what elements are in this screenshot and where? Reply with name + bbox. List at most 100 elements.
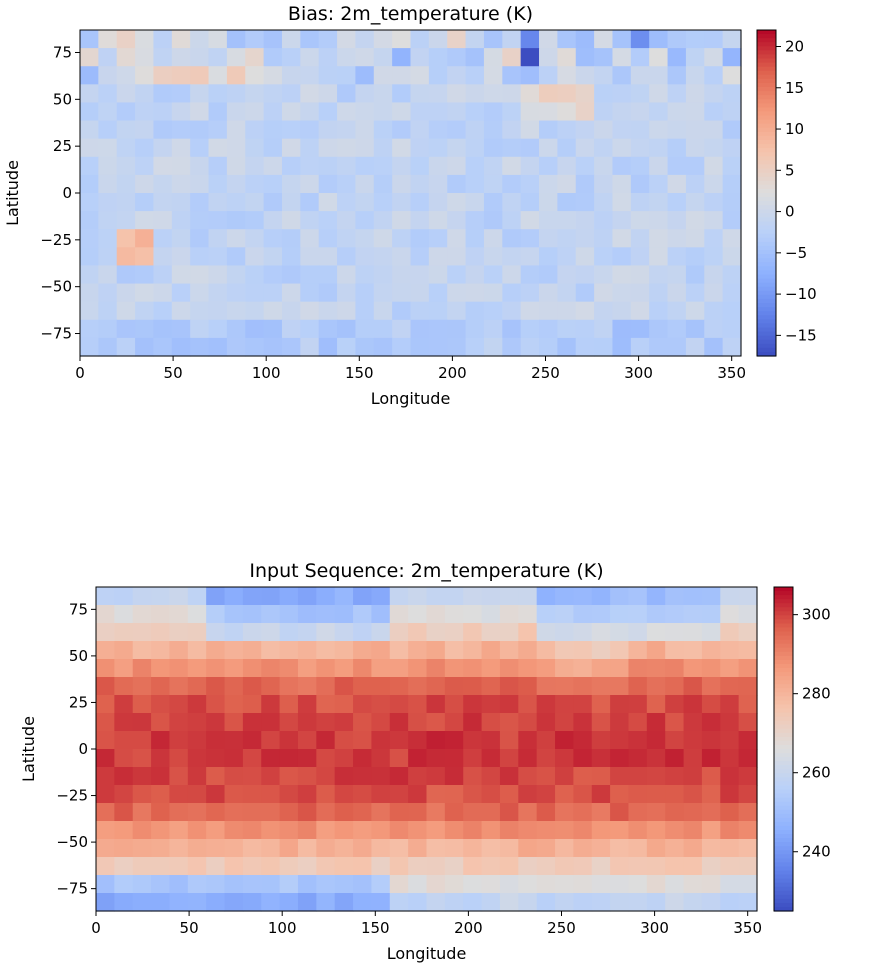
- heatmap-cell: [610, 695, 630, 714]
- heatmap-cell: [98, 120, 118, 140]
- heatmap-cell: [263, 156, 283, 176]
- heatmap-cell: [502, 66, 522, 85]
- heatmap-cell: [683, 893, 703, 912]
- colorbar-segment: [774, 906, 793, 912]
- heatmap-cell: [206, 713, 226, 732]
- heatmap-cell: [318, 30, 338, 49]
- heatmap-cell: [242, 821, 262, 840]
- heatmap-cell: [392, 120, 412, 140]
- heatmap-cell: [630, 229, 650, 248]
- heatmap-cell: [114, 605, 134, 624]
- heatmap-cell: [279, 803, 299, 822]
- y-tick-label: 50: [53, 90, 72, 108]
- heatmap-cell: [667, 48, 687, 67]
- heatmap-cell: [373, 120, 393, 140]
- heatmap-cell: [426, 605, 446, 624]
- heatmap-cell: [281, 211, 301, 230]
- heatmap-cell: [426, 659, 446, 678]
- heatmap-cell: [646, 731, 666, 750]
- colorbar-segment: [774, 651, 793, 657]
- heatmap-cell: [263, 48, 283, 67]
- colorbar-segment: [774, 882, 793, 888]
- heatmap-cell: [649, 337, 669, 357]
- heatmap-cell: [114, 623, 134, 642]
- heatmap-cell: [667, 229, 687, 248]
- heatmap-cell: [279, 821, 299, 840]
- heatmap-cell: [594, 138, 614, 158]
- heatmap-cell: [483, 211, 503, 230]
- heatmap-cell: [242, 677, 262, 696]
- heatmap-cell: [263, 229, 283, 248]
- heatmap-cell: [263, 138, 283, 158]
- colorbar-segment: [757, 115, 776, 121]
- heatmap-cell: [520, 337, 540, 357]
- colorbar-segment: [774, 801, 793, 807]
- heatmap-cell: [683, 695, 703, 714]
- heatmap-cell: [114, 713, 134, 732]
- heatmap-cell: [499, 605, 519, 624]
- heatmap-cell: [591, 767, 611, 786]
- heatmap-cell: [463, 821, 483, 840]
- heatmap-cell: [557, 337, 577, 357]
- x-tick-label: 0: [91, 919, 101, 937]
- heatmap-cell: [96, 623, 115, 642]
- heatmap-cell: [224, 821, 244, 840]
- heatmap-cell: [135, 337, 155, 357]
- colorbar-segment: [774, 684, 793, 689]
- heatmap-cell: [114, 767, 134, 786]
- heatmap-cell: [502, 229, 522, 248]
- colorbar-segment: [774, 696, 793, 701]
- heatmap-cell: [704, 138, 724, 158]
- heatmap-cell: [371, 821, 391, 840]
- heatmap-cell: [447, 265, 467, 285]
- heatmap-cell: [151, 605, 171, 624]
- heatmap-cell: [334, 659, 354, 678]
- heatmap-cell: [169, 767, 189, 786]
- colorbar-segment: [757, 229, 776, 235]
- heatmap-cell: [98, 138, 118, 158]
- heatmap-cell: [720, 641, 740, 660]
- heatmap-cell: [649, 84, 669, 104]
- heatmap-cell: [300, 30, 320, 49]
- colorbar-segment: [757, 70, 776, 76]
- heatmap-cell: [98, 102, 118, 122]
- heatmap-cell: [190, 193, 210, 212]
- heatmap-cell: [261, 623, 281, 642]
- heatmap-cell: [337, 193, 357, 212]
- colorbar-segment: [757, 160, 776, 166]
- heatmap-cell: [279, 749, 299, 768]
- heatmap-cell: [355, 138, 375, 158]
- heatmap-cell: [300, 174, 320, 194]
- heatmap-cell: [738, 857, 758, 876]
- heatmap-cell: [245, 138, 265, 158]
- heatmap-cell: [318, 319, 338, 339]
- heatmap-cell: [573, 767, 593, 786]
- heatmap-cell: [316, 623, 336, 642]
- heatmap-cell: [649, 229, 669, 248]
- colorbar-segment: [757, 42, 776, 47]
- heatmap-cell: [281, 138, 301, 158]
- heatmap-cell: [334, 587, 354, 606]
- heatmap-cell: [337, 120, 357, 140]
- heatmap-cell: [153, 174, 173, 194]
- heatmap-cell: [591, 857, 611, 876]
- y-tick-label: 50: [69, 647, 88, 665]
- heatmap-cell: [355, 102, 375, 122]
- heatmap-cell: [502, 156, 522, 176]
- heatmap-cell: [575, 174, 595, 194]
- heatmap-cell: [98, 337, 118, 357]
- colorbar-segment: [774, 817, 793, 823]
- heatmap-cells: [96, 587, 758, 912]
- colorbar-tick-label: 240: [802, 843, 831, 861]
- heatmap-cell: [355, 48, 375, 67]
- heatmap-cell: [300, 337, 320, 357]
- heatmap-cell: [190, 265, 210, 285]
- heatmap-cell: [704, 319, 724, 339]
- heatmap-cell: [483, 120, 503, 140]
- heatmap-cell: [206, 767, 226, 786]
- heatmap-cell: [463, 677, 483, 696]
- heatmap-cell: [96, 587, 115, 606]
- heatmap-cell: [738, 803, 758, 822]
- heatmap-cell: [297, 821, 317, 840]
